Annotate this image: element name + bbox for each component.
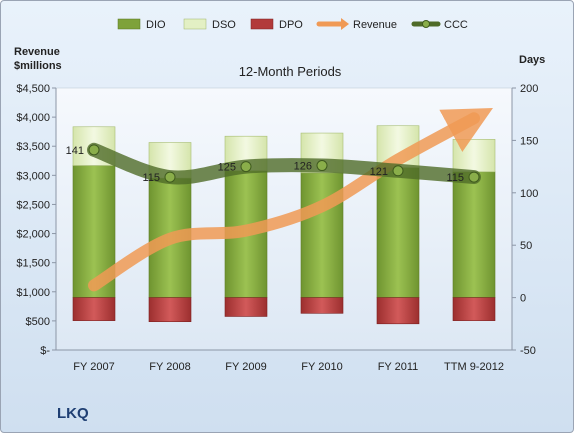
legend-item-revenue: Revenue <box>316 18 397 31</box>
left-tick-label: $3,500 <box>16 141 50 153</box>
legend-label-revenue: Revenue <box>353 19 397 31</box>
ccc-point <box>164 171 176 183</box>
legend-item-dpo: DPO <box>250 18 303 31</box>
ccc-point <box>316 160 328 172</box>
legend-label-dpo: DPO <box>279 19 303 31</box>
left-axis-title-line2: $millions <box>14 60 62 72</box>
legend: DIO DSO DPO Revenue CCC <box>117 18 468 31</box>
left-tick-label: $2,000 <box>16 229 50 241</box>
ccc-point <box>240 161 252 173</box>
ccc-point <box>392 165 404 177</box>
legend-item-dso: DSO <box>183 18 236 31</box>
ccc-data-label: 115 <box>446 172 464 184</box>
ccc-point <box>88 144 100 156</box>
x-tick-label: FY 2011 <box>378 361 419 373</box>
bar-dpo <box>300 297 344 314</box>
left-tick-label: $4,500 <box>16 83 50 95</box>
ccc-line <box>87 142 481 185</box>
bar-dpo <box>72 297 116 321</box>
right-tick-label: 200 <box>520 83 538 95</box>
ccc-layer: 141 115 125 126 121 115 <box>66 142 481 185</box>
right-axis-ticks: -50 0 50 100 150 200 <box>512 83 538 357</box>
bar-dio <box>452 171 496 298</box>
ccc-data-label: 141 <box>66 145 84 157</box>
right-tick-label: -50 <box>520 345 536 357</box>
left-tick-label: $3,000 <box>16 170 50 182</box>
legend-label-dso: DSO <box>212 19 236 31</box>
x-tick-label: TTM 9-2012 <box>444 361 504 373</box>
left-tick-label: $4,000 <box>16 112 50 124</box>
right-tick-label: 50 <box>520 240 532 252</box>
ccc-data-label: 126 <box>294 161 312 173</box>
x-tick-label: FY 2009 <box>225 361 266 373</box>
right-tick-label: 100 <box>520 188 538 200</box>
bar-dpo <box>452 297 496 321</box>
bar-dso <box>452 139 496 173</box>
revenue-layer <box>88 107 493 292</box>
left-tick-label: $1,000 <box>16 287 50 299</box>
ccc-data-label: 125 <box>218 162 236 174</box>
legend-item-ccc: CCC <box>411 19 468 31</box>
company-name: LKQ <box>57 405 89 422</box>
x-tick-label: FY 2010 <box>301 361 342 373</box>
right-tick-label: 150 <box>520 135 538 147</box>
left-tick-label: $1,500 <box>16 258 50 270</box>
legend-label-dio: DIO <box>146 19 166 31</box>
ccc-data-label: 115 <box>142 172 160 184</box>
left-axis-ticks: $- $500 $1,000 $1,500 $2,000 $2,500 $3,000 $3,5… <box>16 83 56 357</box>
ccc-data-label: 121 <box>370 166 388 178</box>
left-tick-label: $500 <box>26 316 50 328</box>
left-axis-title-line1: Revenue <box>14 46 60 58</box>
revenue-line <box>88 107 493 292</box>
bar-dio <box>376 167 420 298</box>
left-tick-label: $2,500 <box>16 199 50 211</box>
x-tick-label: FY 2008 <box>149 361 190 373</box>
x-tick-label: FY 2007 <box>73 361 114 373</box>
legend-item-dio: DIO <box>117 18 166 31</box>
right-tick-label: 0 <box>520 293 526 305</box>
ccc-point <box>468 171 480 183</box>
x-axis-ticks: FY 2007 FY 2008 FY 2009 FY 2010 FY 2011 TTM 9… <box>73 361 504 373</box>
left-tick-label: $- <box>40 345 50 357</box>
chart-subtitle: 12-Month Periods <box>239 64 342 79</box>
bar-dpo <box>376 297 420 325</box>
bar-dpo <box>148 297 192 323</box>
bar-dpo <box>224 297 268 317</box>
right-axis-title: Days <box>519 54 545 66</box>
legend-label-ccc: CCC <box>444 19 468 31</box>
